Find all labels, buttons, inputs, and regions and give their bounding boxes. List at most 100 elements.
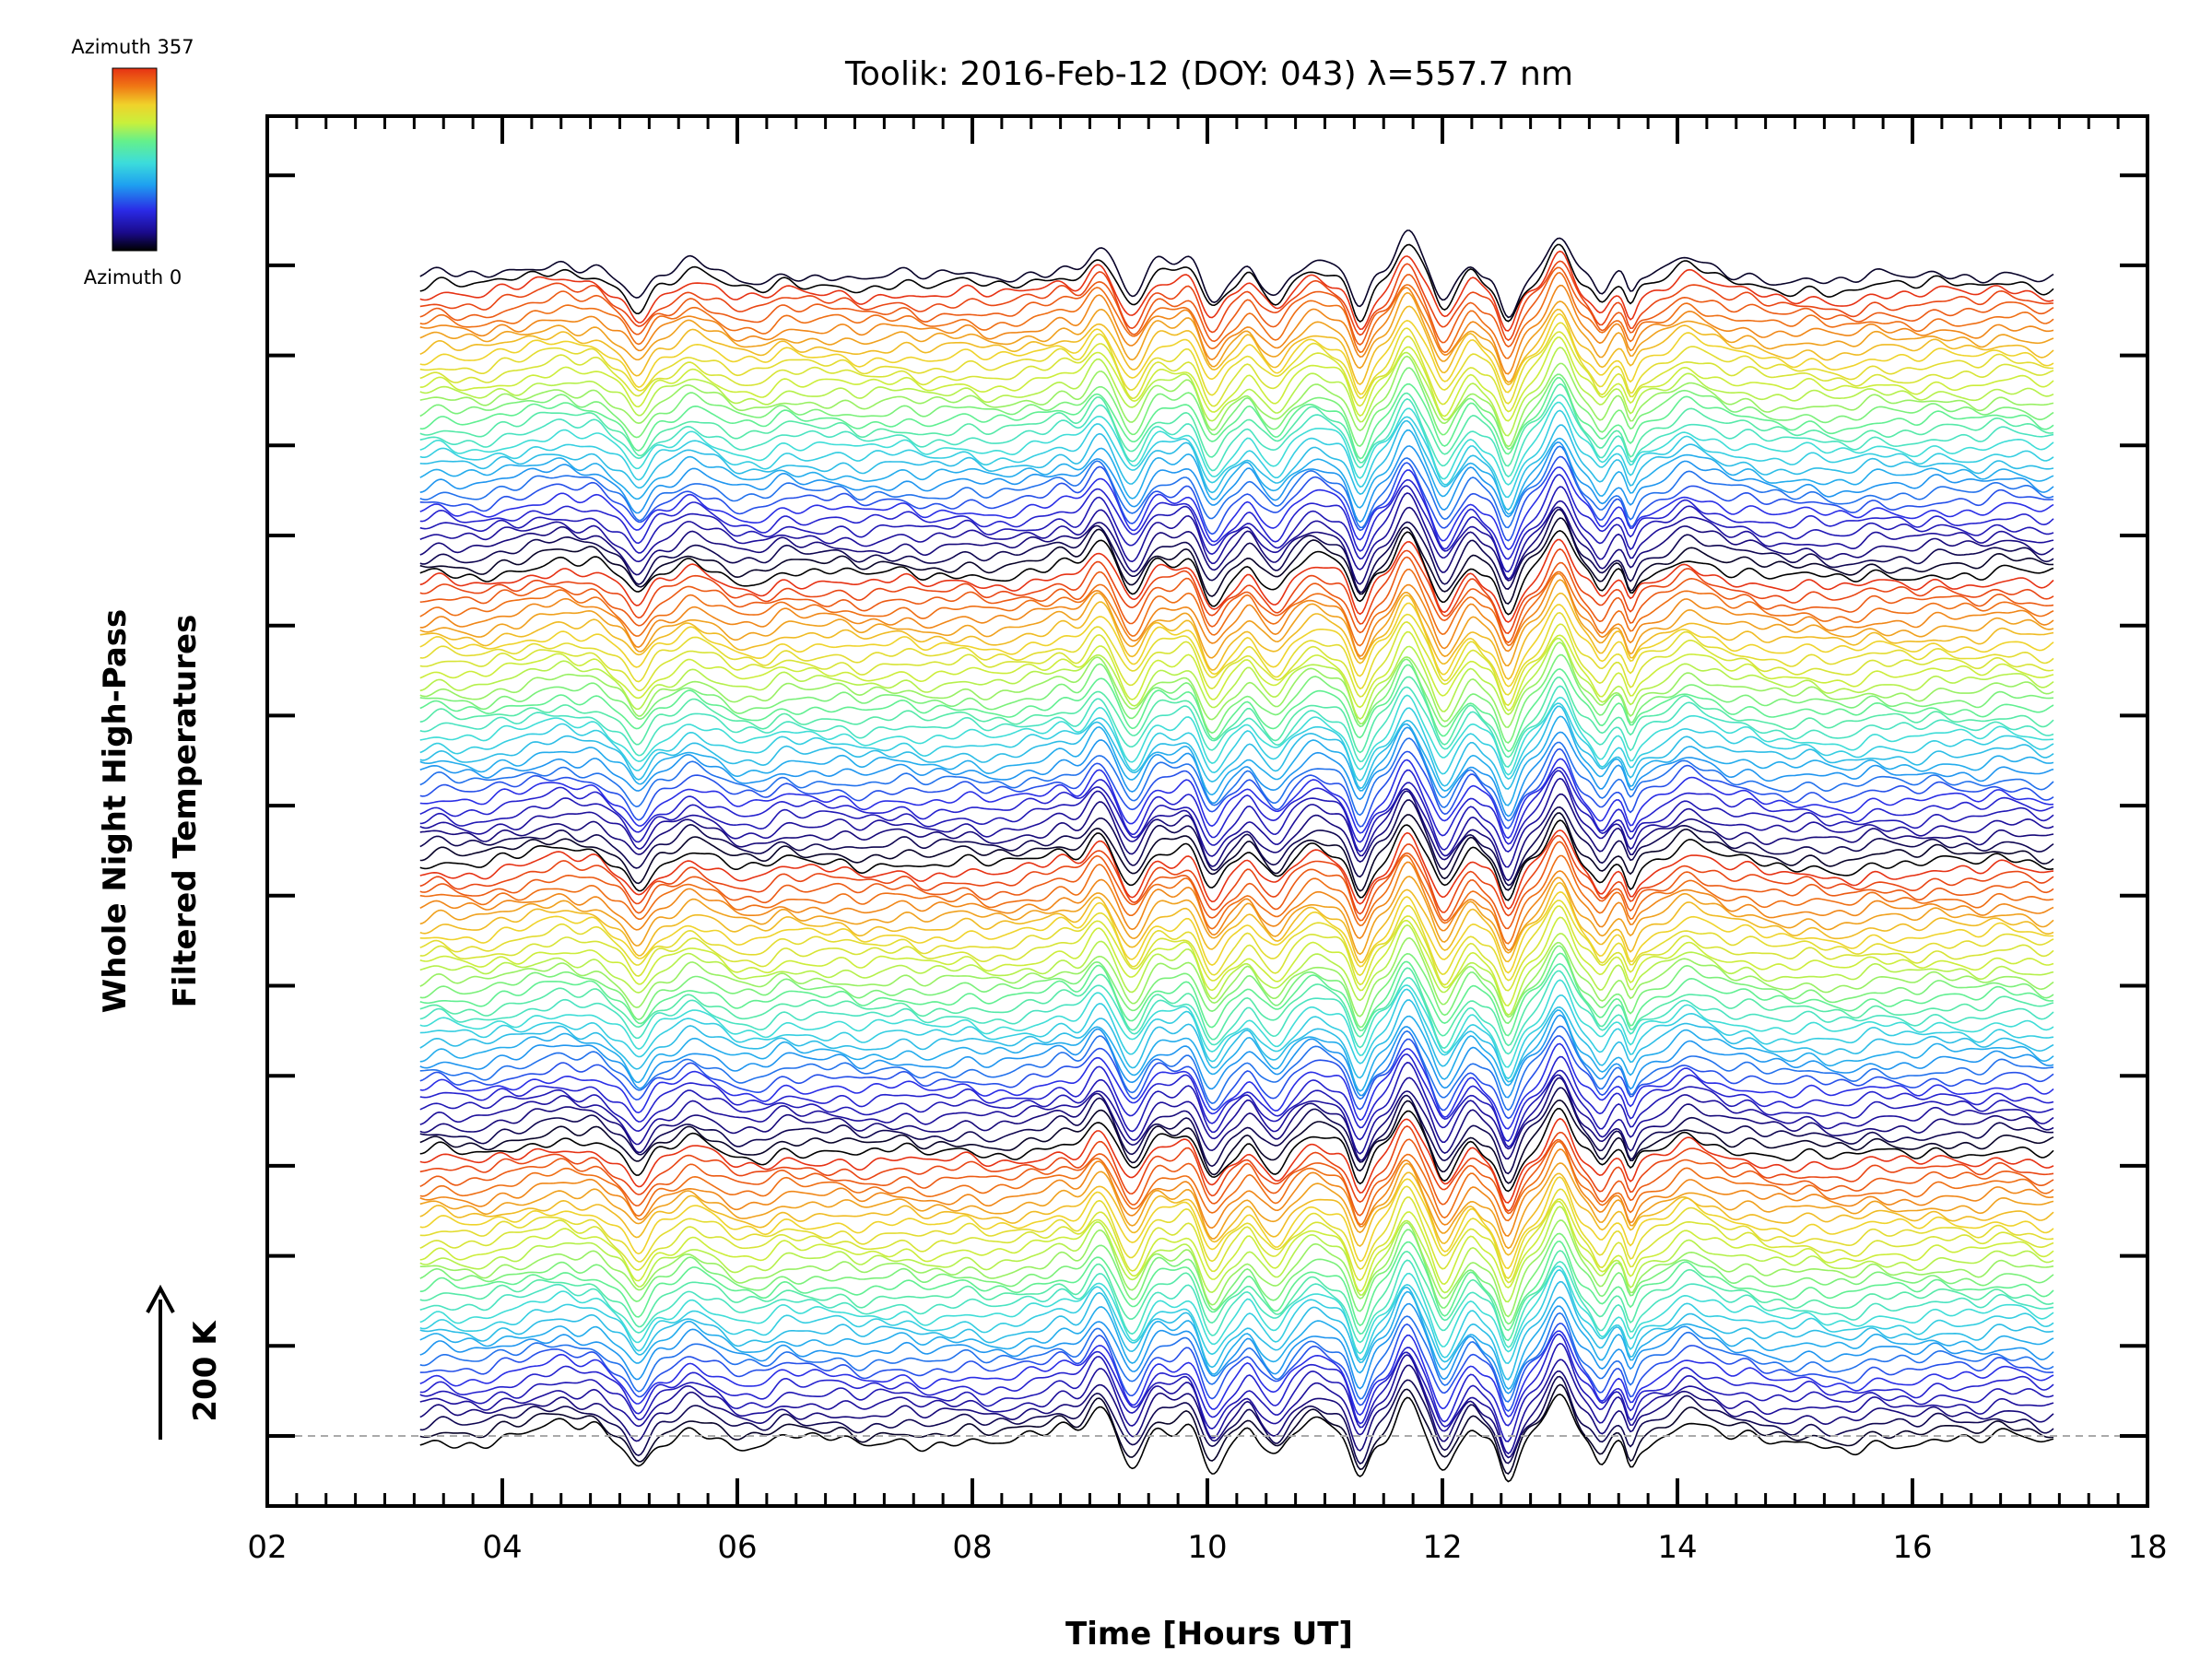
series-line (419, 401, 2054, 486)
series-line (419, 1383, 2054, 1475)
series-line (419, 1322, 2054, 1412)
series-line (419, 952, 2054, 1037)
series-line (419, 1074, 2054, 1155)
series-line (419, 538, 2054, 623)
series-line (419, 602, 2054, 688)
series-line (419, 812, 2054, 892)
series-line (419, 1042, 2054, 1130)
series-line (419, 999, 2054, 1083)
scale-marker: 200 K (146, 1284, 224, 1440)
series-line (419, 747, 2054, 830)
series-line (419, 1196, 2054, 1284)
x-tick-label: 16 (1892, 1529, 1932, 1566)
x-axis-title: Time [Hours UT] (1065, 1616, 1353, 1653)
series-line (419, 653, 2054, 744)
series-line (419, 854, 2054, 945)
series-line (419, 229, 2054, 319)
series-line (419, 517, 2054, 606)
series-line (419, 272, 2054, 359)
x-tick-label: 12 (1422, 1529, 1462, 1566)
series-line (419, 445, 2054, 529)
series-line (419, 790, 2054, 882)
series-line (419, 1014, 2054, 1099)
series-line (419, 1302, 2054, 1394)
series-line (419, 1077, 2054, 1161)
series-line (419, 1125, 2054, 1212)
series-line (419, 1229, 2054, 1325)
series-line (419, 737, 2054, 822)
series-line (419, 1062, 2054, 1148)
series-line (419, 770, 2054, 853)
series-line (419, 924, 2054, 1017)
series-line (419, 876, 2054, 956)
series-line (419, 1141, 2054, 1226)
series-line (419, 630, 2054, 712)
series-line (419, 508, 2054, 594)
series-line (419, 592, 2054, 680)
x-tick-label: 02 (247, 1529, 287, 1566)
series-line (419, 1206, 2054, 1303)
series-line (419, 1265, 2054, 1355)
series-line (419, 322, 2053, 405)
series-line (419, 377, 2054, 460)
series-line (419, 266, 2054, 348)
series-line (419, 988, 2054, 1080)
colorbar-gradient (112, 67, 158, 252)
series-line (419, 1185, 2054, 1279)
series-traces (419, 229, 2054, 1483)
series-line (419, 260, 2054, 342)
series-line (419, 1354, 2054, 1455)
x-tick-label: 18 (2127, 1529, 2167, 1566)
series-line (419, 336, 2054, 422)
scale-arrow-head (146, 1284, 175, 1313)
series-line (419, 900, 2054, 982)
series-line (419, 1148, 2054, 1237)
series-line (419, 441, 2054, 524)
series-line (419, 312, 2054, 395)
series-line (419, 945, 2054, 1029)
series-line (419, 1162, 2054, 1250)
series-line (419, 1200, 2054, 1293)
series-line (419, 1138, 2054, 1217)
scale-marker-label: 200 K (187, 1320, 224, 1422)
series-line (419, 547, 2054, 634)
series-line (419, 250, 2054, 332)
y-axis-ticks (267, 173, 2147, 1438)
series-line (419, 1259, 2054, 1348)
series-line (419, 347, 2054, 437)
x-tick-labels: 02 04 06 08 10 12 14 16 18 (247, 1529, 2167, 1566)
series-line (419, 676, 2054, 759)
chart-title: Toolik: 2016-Feb-12 (DOY: 043) λ=557.7 n… (844, 55, 1573, 93)
series-line (419, 819, 2054, 901)
series-line (419, 1087, 2054, 1175)
series-line (419, 715, 2054, 806)
series-line (419, 881, 2054, 964)
series-line (419, 841, 2054, 930)
series-line (419, 530, 2054, 616)
series-line (419, 367, 2054, 451)
y-axis-title-line2: Filtered Temperatures (167, 615, 204, 1008)
series-line (419, 485, 2054, 573)
series-line (419, 474, 2054, 560)
series-line (419, 799, 2054, 887)
series-line (419, 556, 2054, 644)
series-line (419, 637, 2054, 721)
series-line (419, 916, 2054, 1006)
x-tick-label: 04 (482, 1529, 522, 1566)
series-line (419, 419, 2054, 512)
series-line (419, 1250, 2054, 1342)
series-line (419, 331, 2054, 413)
series-line (419, 243, 2054, 323)
series-line (419, 963, 2054, 1047)
series-line (419, 1290, 2054, 1390)
series-line (419, 429, 2054, 515)
series-line (419, 455, 2053, 542)
series-line (419, 777, 2054, 868)
series-line (419, 1240, 2054, 1332)
series-line (419, 861, 2054, 951)
series-line (419, 694, 2054, 776)
series-line (419, 1176, 2054, 1270)
series-line (419, 382, 2054, 467)
series-line (419, 664, 2054, 753)
